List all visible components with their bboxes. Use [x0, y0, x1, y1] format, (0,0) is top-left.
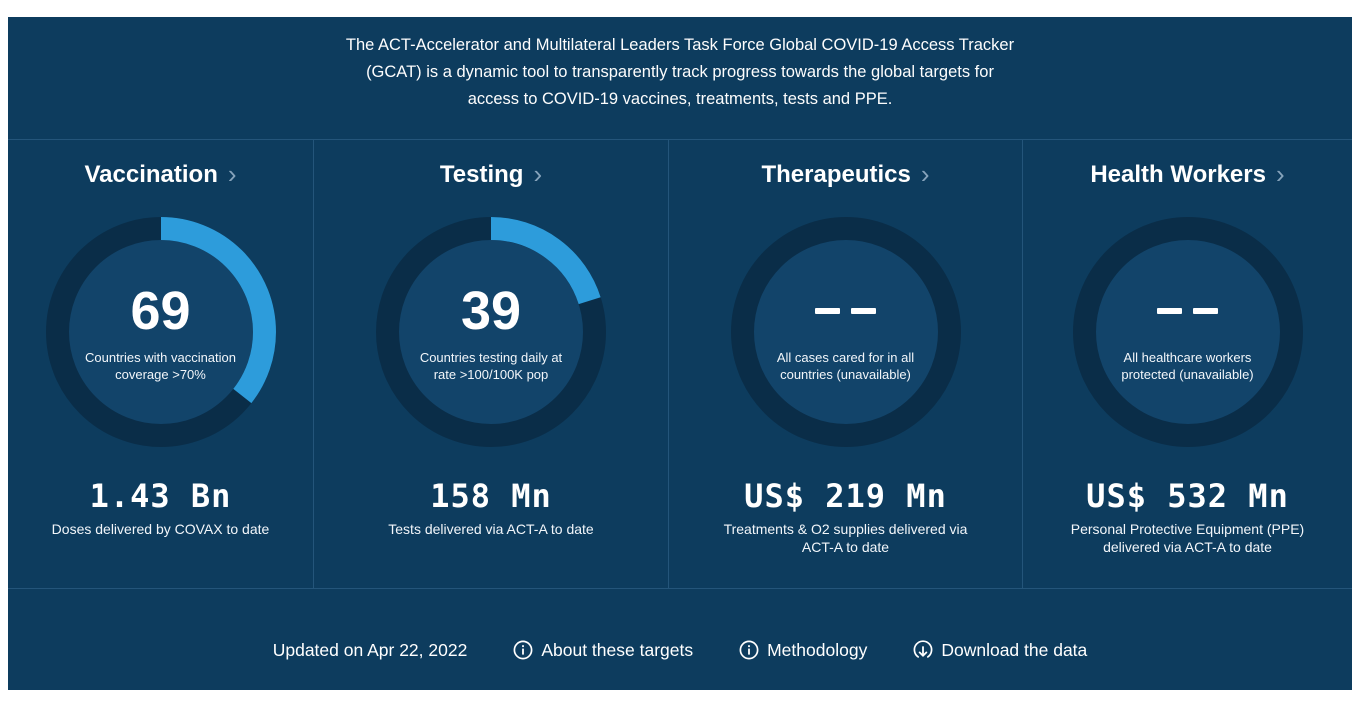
column-title: Testing — [439, 161, 524, 188]
column-testing: Testing › 39 Countries testing daily at … — [313, 140, 668, 588]
testing-stat: 158 Mn Tests delivered via ACT-A to date — [314, 478, 668, 538]
stat-value: 158 Mn — [430, 477, 552, 515]
gauge-value: 69 — [130, 280, 191, 341]
intro-text-line: (GCAT) is a dynamic tool to transparentl… — [366, 63, 994, 81]
download-data-link[interactable]: Download the data — [913, 640, 1087, 661]
stat-value: US$ 219 Mn — [744, 477, 947, 515]
health-workers-stat: US$ 532 Mn Personal Protective Equipment… — [1023, 478, 1352, 556]
health-workers-link[interactable]: Health Workers › — [1090, 160, 1284, 190]
therapeutics-link[interactable]: Therapeutics › — [761, 160, 929, 190]
chevron-right-icon: › — [533, 159, 543, 189]
gauge-svg — [45, 217, 276, 447]
chevron-right-icon: › — [920, 159, 930, 189]
methodology-link[interactable]: Methodology — [739, 640, 867, 661]
gauge-label: Countries with vaccination coverage >70% — [84, 349, 237, 382]
intro-text-line: access to COVID-19 vaccines, treatments,… — [467, 90, 893, 108]
testing-gauge: 39 Countries testing daily at rate >100/… — [376, 217, 606, 447]
testing-link[interactable]: Testing › — [440, 160, 542, 190]
vaccination-gauge: 69 Countries with vaccination coverage >… — [45, 217, 276, 447]
dash-icon — [1157, 307, 1182, 314]
info-icon — [739, 640, 759, 660]
footer-link-label: Download the data — [941, 639, 1088, 660]
column-vaccination: Vaccination › 69 Countries with vaccinat… — [8, 140, 313, 588]
footer-link-label: Methodology — [767, 639, 868, 660]
gauge-unavailable-dashes — [1157, 282, 1218, 340]
metrics-columns: Vaccination › 69 Countries with vaccinat… — [8, 140, 1352, 588]
about-targets-link[interactable]: About these targets — [513, 640, 693, 661]
intro-section: The ACT-Accelerator and Multilateral Lea… — [8, 17, 1352, 140]
health-workers-gauge: All healthcare workers protected (unavai… — [1072, 217, 1303, 447]
gauge-svg — [730, 217, 961, 447]
stat-value: 1.43 Bn — [89, 477, 232, 515]
info-icon — [513, 640, 533, 660]
column-health-workers: Health Workers › All healthcare workers … — [1022, 140, 1352, 588]
gauge-label: All cases cared for in all countries (un… — [776, 349, 915, 382]
stat-value: US$ 532 Mn — [1086, 477, 1289, 515]
vaccination-link[interactable]: Vaccination › — [84, 160, 236, 190]
gauge-svg — [376, 217, 606, 447]
stat-description: Treatments & O2 supplies delivered via A… — [723, 521, 968, 555]
gauge-svg — [1072, 217, 1303, 447]
dash-icon — [851, 307, 876, 314]
gcat-tracker-card: The ACT-Accelerator and Multilateral Lea… — [8, 17, 1352, 690]
intro-text-line: The ACT-Accelerator and Multilateral Lea… — [345, 36, 1015, 54]
vaccination-stat: 1.43 Bn Doses delivered by COVAX to date — [8, 478, 313, 538]
column-title: Vaccination — [84, 161, 218, 188]
stat-description: Doses delivered by COVAX to date — [51, 521, 270, 537]
footer-link-label: About these targets — [541, 639, 694, 660]
chevron-right-icon: › — [227, 159, 237, 189]
therapeutics-gauge: All cases cared for in all countries (un… — [730, 217, 961, 447]
stat-description: Tests delivered via ACT-A to date — [388, 521, 594, 537]
gauge-label: All healthcare workers protected (unavai… — [1121, 349, 1254, 382]
column-therapeutics: Therapeutics › All cases cared for in al… — [668, 140, 1022, 588]
gauge-value: 39 — [460, 280, 522, 341]
column-title: Health Workers — [1090, 161, 1266, 188]
column-title: Therapeutics — [761, 161, 911, 188]
dash-icon — [815, 307, 840, 314]
stat-description: Personal Protective Equipment (PPE) deli… — [1070, 521, 1305, 555]
chevron-right-icon: › — [1275, 159, 1285, 189]
download-icon — [913, 640, 933, 658]
dash-icon — [1193, 307, 1218, 314]
gauge-label: Countries testing daily at rate >100/100… — [419, 349, 563, 382]
footer: Updated on Apr 22, 2022 About these targ… — [8, 588, 1352, 689]
updated-date: Updated on Apr 22, 2022 — [272, 639, 468, 660]
gauge-unavailable-dashes — [815, 282, 876, 340]
therapeutics-stat: US$ 219 Mn Treatments & O2 supplies deli… — [669, 478, 1022, 556]
